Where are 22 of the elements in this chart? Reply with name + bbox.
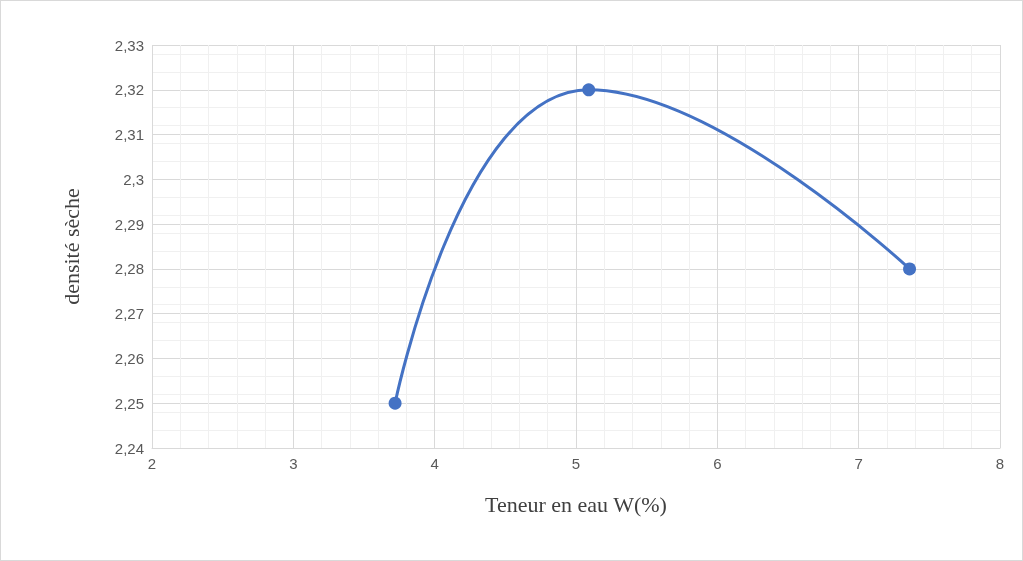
- y-tick-label: 2,31: [114, 126, 144, 144]
- y-tick-label: 2,26: [114, 349, 144, 367]
- x-tick-label: 5: [571, 455, 581, 472]
- y-tick-label: 2,27: [114, 305, 144, 323]
- x-tick-label: 6: [713, 455, 722, 472]
- y-tick-label: 2,28: [114, 260, 144, 278]
- y-tick-label: 2,24: [114, 439, 144, 457]
- y-tick-label: 2,25: [114, 394, 144, 412]
- x-tick-label: 8: [995, 455, 1005, 472]
- x-tick-label: 2: [147, 455, 157, 472]
- y-axis-title: densité sèche: [58, 188, 84, 305]
- y-tick-label: 2,33: [114, 36, 144, 54]
- point: [903, 262, 917, 276]
- y-tick-label: 2,3: [123, 170, 144, 188]
- x-tick-label: 7: [854, 455, 863, 472]
- point: [388, 396, 402, 410]
- point: [582, 83, 596, 97]
- y-tick-label: 2,29: [114, 215, 144, 233]
- x-tick-label: 4: [430, 455, 439, 472]
- x-axis-title: Teneur en eau W(%): [485, 491, 667, 517]
- x-tick-label: 3: [289, 455, 298, 472]
- y-tick-label: 2,32: [114, 81, 144, 99]
